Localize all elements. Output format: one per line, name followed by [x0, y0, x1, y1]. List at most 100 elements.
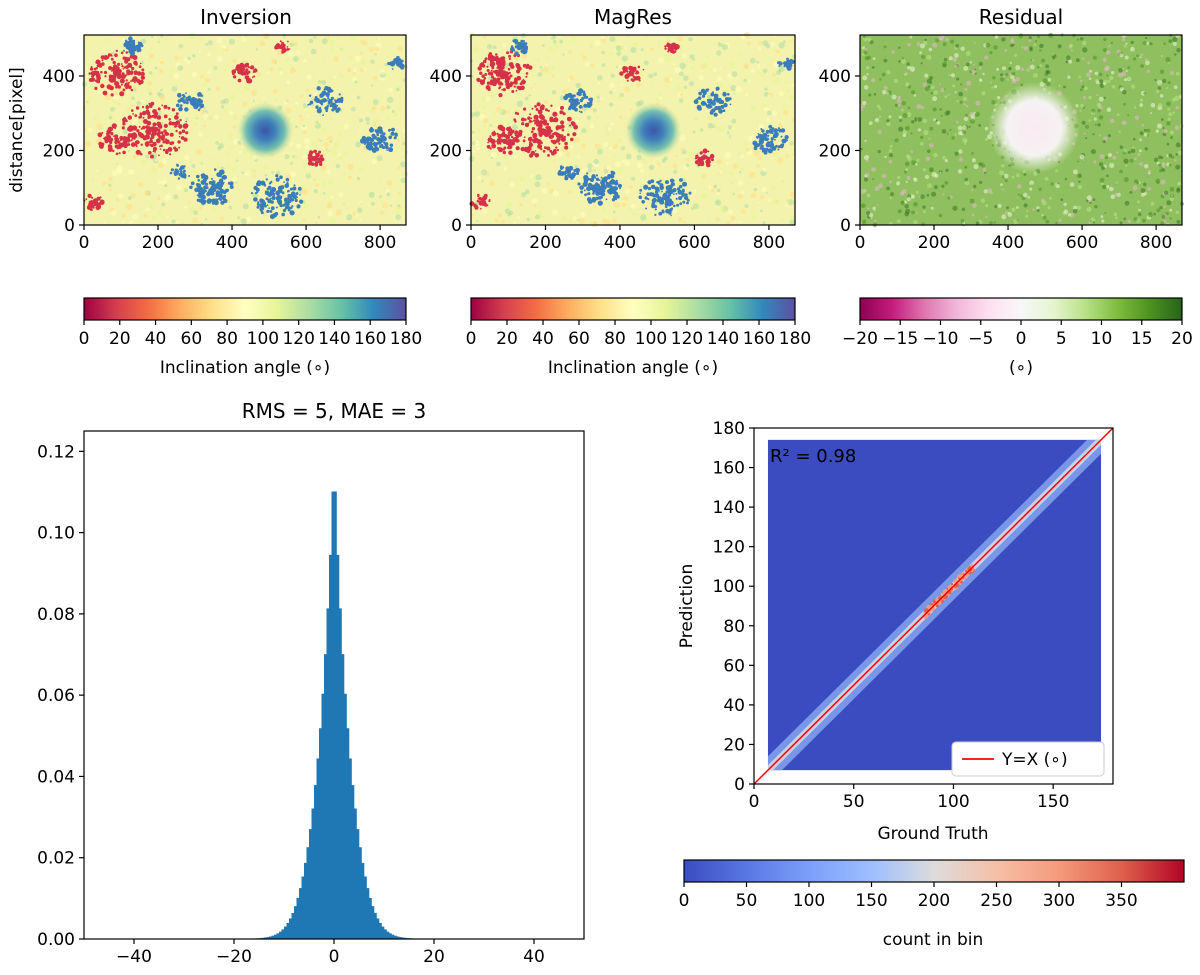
map-texture-blob — [285, 107, 292, 114]
map-texture-blob — [569, 124, 572, 127]
map-texture-blob — [306, 74, 312, 80]
map-texture-blob — [901, 101, 906, 106]
map-texture-blob — [131, 96, 135, 101]
map-texture-blob — [657, 196, 662, 201]
map-texture-blob — [524, 147, 529, 153]
map-texture-blob — [630, 203, 636, 209]
map-texture-blob — [510, 135, 514, 139]
map-texture-blob — [725, 161, 729, 165]
map-texture-blob — [650, 184, 656, 190]
map-texture-blob — [386, 188, 389, 191]
map-texture-blob — [615, 161, 622, 168]
map-texture-blob — [575, 82, 581, 89]
map-texture-blob — [379, 142, 382, 145]
map-texture-blob — [537, 72, 543, 77]
map-texture-blob — [1073, 205, 1078, 210]
map-texture-blob — [529, 145, 532, 148]
map-texture-blob — [162, 140, 166, 144]
map-texture-blob — [286, 46, 289, 48]
map-texture-blob — [378, 38, 381, 41]
map-texture-blob — [513, 155, 516, 159]
map-texture-blob — [156, 132, 159, 135]
map-texture-blob — [288, 194, 293, 200]
map-texture-blob — [716, 126, 722, 132]
map-texture-blob — [592, 108, 597, 113]
map-texture-blob — [578, 179, 582, 183]
map-texture-blob — [475, 205, 479, 209]
map-texture-blob — [646, 192, 650, 196]
map-texture-blob — [984, 171, 987, 174]
map-texture-blob — [256, 72, 262, 77]
map-texture-blob — [169, 171, 173, 175]
map-texture-blob — [198, 132, 204, 137]
map-texture-blob — [632, 42, 639, 49]
map-texture-blob — [1097, 123, 1101, 127]
map-texture-blob — [313, 178, 316, 182]
map-texture-blob — [999, 170, 1005, 176]
map-texture-blob — [1107, 152, 1113, 158]
map-texture-blob — [528, 65, 533, 70]
map-texture-blob — [1147, 187, 1151, 191]
map-texture-blob — [360, 202, 363, 205]
map-texture-blob — [965, 114, 968, 117]
map-texture-blob — [922, 205, 926, 209]
map-texture-blob — [644, 34, 649, 39]
map-texture-blob — [980, 198, 986, 203]
map-texture-blob — [1176, 188, 1181, 193]
map-texture-blob — [672, 63, 675, 66]
map-texture-blob — [183, 95, 186, 98]
map-texture-blob — [192, 54, 196, 58]
map-texture-blob — [163, 129, 167, 133]
map-texture-blob — [532, 138, 537, 144]
map-texture-blob — [351, 106, 356, 112]
map-texture-blob — [494, 79, 499, 84]
map-texture-blob — [108, 115, 113, 120]
map-texture-blob — [484, 73, 488, 76]
map-texture-blob — [135, 106, 140, 110]
map-texture-blob — [771, 131, 774, 134]
map-texture-blob — [132, 55, 138, 60]
colorbar-tick-label: 120 — [282, 329, 314, 349]
map-texture-blob — [316, 86, 321, 91]
map-texture-blob — [523, 136, 526, 139]
map-texture-blob — [594, 184, 597, 187]
map-texture-blob — [484, 57, 488, 61]
map-texture-blob — [103, 55, 109, 60]
map-texture-blob — [1085, 137, 1088, 140]
map-texture-blob — [1130, 40, 1134, 45]
map-texture-blob — [205, 43, 209, 46]
map-texture-blob — [155, 138, 161, 144]
map-texture-blob — [173, 72, 180, 80]
map-texture-blob — [542, 149, 546, 153]
map-texture-blob — [294, 198, 298, 203]
map-texture-blob — [497, 81, 503, 86]
map-texture-blob — [920, 106, 925, 110]
map-texture-blob — [1141, 124, 1144, 127]
map-texture-blob — [952, 84, 956, 88]
map-texture-blob — [639, 192, 641, 194]
y-tick-label: 0.12 — [37, 442, 75, 462]
map-texture-blob — [170, 141, 175, 145]
map-texture-blob — [648, 164, 655, 171]
map-texture-blob — [115, 198, 120, 202]
map-texture-blob — [159, 95, 166, 102]
map-texture-blob — [479, 63, 484, 68]
map-texture-blob — [715, 199, 722, 206]
map-texture-blob — [945, 110, 951, 115]
map-texture-blob — [280, 204, 283, 208]
map-texture-blob — [954, 133, 957, 136]
map-texture-blob — [158, 69, 163, 74]
map-texture-blob — [349, 55, 353, 59]
map-texture-blob — [320, 165, 327, 171]
map-texture-blob — [381, 77, 385, 81]
map-texture-blob — [1055, 169, 1059, 173]
map-texture-blob — [268, 207, 270, 209]
map-texture-blob — [945, 37, 949, 42]
map-texture-blob — [1175, 164, 1181, 170]
map-texture-blob — [481, 169, 488, 176]
histogram-bar — [324, 654, 327, 939]
map-texture-blob — [760, 128, 763, 130]
map-texture-blob — [167, 124, 171, 128]
map-texture-blob — [400, 161, 407, 168]
map-texture-blob — [87, 193, 92, 198]
